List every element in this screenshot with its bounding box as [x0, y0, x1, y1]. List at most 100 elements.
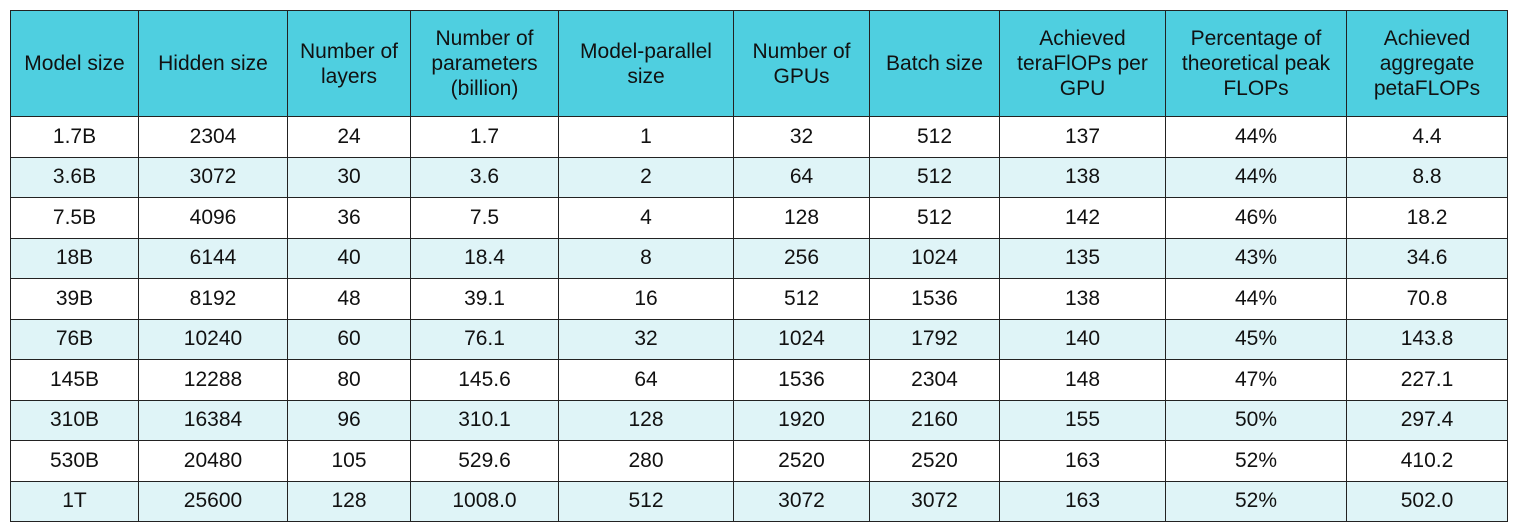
table-cell: 6144 [138, 237, 288, 279]
table-cell: 2160 [869, 399, 1000, 441]
table-row: 39B 8192 48 39.1 16 512 1536 138 44% 70.8 [10, 278, 1508, 320]
table-cell: 8.8 [1346, 156, 1508, 198]
table-cell: 1024 [733, 318, 870, 360]
table-cell: 512 [869, 156, 1000, 198]
header-cell: Achieved aggregate petaFLOPs [1346, 10, 1508, 117]
table-cell: 148 [999, 359, 1166, 401]
table-cell: 310B [10, 399, 139, 441]
table-row: 1T 25600 128 1008.0 512 3072 3072 163 52% 502.0 [10, 480, 1508, 522]
table-cell: 34.6 [1346, 237, 1508, 279]
header-cell: Hidden size [138, 10, 288, 117]
table-cell: 135 [999, 237, 1166, 279]
table-cell: 20480 [138, 440, 288, 482]
table-cell: 137 [999, 116, 1166, 158]
table-cell: 3072 [869, 480, 1000, 522]
table-cell: 50% [1165, 399, 1347, 441]
table-cell: 43% [1165, 237, 1347, 279]
table-cell: 2304 [138, 116, 288, 158]
table-cell: 18.2 [1346, 197, 1508, 239]
table-row: 1.7B 2304 24 1.7 1 32 512 137 44% 4.4 [10, 116, 1508, 158]
table-cell: 3072 [138, 156, 288, 198]
table-row: 145B 12288 80 145.6 64 1536 2304 148 47% 227.1 [10, 359, 1508, 401]
table-cell: 1008.0 [410, 480, 559, 522]
table-cell: 1792 [869, 318, 1000, 360]
table-cell: 64 [733, 156, 870, 198]
table-cell: 163 [999, 440, 1166, 482]
table-cell: 1.7B [10, 116, 139, 158]
table-cell: 7.5B [10, 197, 139, 239]
table-cell: 128 [287, 480, 411, 522]
header-cell: Number of GPUs [733, 10, 870, 117]
table-cell: 4.4 [1346, 116, 1508, 158]
table-cell: 1 [558, 116, 734, 158]
table-cell: 2520 [869, 440, 1000, 482]
table-row: 310B 16384 96 310.1 128 1920 2160 155 50% 297.4 [10, 399, 1508, 441]
table-cell: 256 [733, 237, 870, 279]
table-cell: 70.8 [1346, 278, 1508, 320]
table-cell: 3.6 [410, 156, 559, 198]
table-cell: 529.6 [410, 440, 559, 482]
table-cell: 76B [10, 318, 139, 360]
table-cell: 32 [558, 318, 734, 360]
table-cell: 52% [1165, 480, 1347, 522]
table-cell: 44% [1165, 116, 1347, 158]
table-cell: 16384 [138, 399, 288, 441]
table-cell: 105 [287, 440, 411, 482]
table-cell: 512 [733, 278, 870, 320]
table-cell: 7.5 [410, 197, 559, 239]
table-cell: 1920 [733, 399, 870, 441]
table-cell: 143.8 [1346, 318, 1508, 360]
table-cell: 24 [287, 116, 411, 158]
table-cell: 47% [1165, 359, 1347, 401]
table-cell: 410.2 [1346, 440, 1508, 482]
table-cell: 44% [1165, 156, 1347, 198]
header-cell: Number of layers [287, 10, 411, 117]
table-cell: 3072 [733, 480, 870, 522]
table-cell: 2520 [733, 440, 870, 482]
table-cell: 60 [287, 318, 411, 360]
table-cell: 138 [999, 156, 1166, 198]
table-cell: 44% [1165, 278, 1347, 320]
table: Model size Hidden size Number of layers Num… [10, 10, 1508, 522]
header-row: Model size Hidden size Number of layers Num… [10, 10, 1508, 117]
table-container: Model size Hidden size Number of layers Num… [10, 10, 1508, 522]
table-cell: 1.7 [410, 116, 559, 158]
table-cell: 96 [287, 399, 411, 441]
table-cell: 10240 [138, 318, 288, 360]
table-cell: 8 [558, 237, 734, 279]
table-row: 76B 10240 60 76.1 32 1024 1792 140 45% 143.8 [10, 318, 1508, 360]
table-cell: 80 [287, 359, 411, 401]
table-cell: 16 [558, 278, 734, 320]
table-cell: 138 [999, 278, 1166, 320]
table-cell: 145B [10, 359, 139, 401]
table-cell: 30 [287, 156, 411, 198]
table-cell: 128 [558, 399, 734, 441]
table-cell: 1024 [869, 237, 1000, 279]
table-cell: 3.6B [10, 156, 139, 198]
table-cell: 297.4 [1346, 399, 1508, 441]
table-cell: 128 [733, 197, 870, 239]
header-cell: Achieved teraFlOPs per GPU [999, 10, 1166, 117]
table-cell: 18B [10, 237, 139, 279]
table-cell: 280 [558, 440, 734, 482]
table-cell: 1536 [869, 278, 1000, 320]
table-row: 530B 20480 105 529.6 280 2520 2520 163 52% 410.2 [10, 440, 1508, 482]
table-row: 3.6B 3072 30 3.6 2 64 512 138 44% 8.8 [10, 156, 1508, 198]
table-cell: 530B [10, 440, 139, 482]
header-cell: Model size [10, 10, 139, 117]
table-cell: 155 [999, 399, 1166, 441]
table-cell: 36 [287, 197, 411, 239]
table-cell: 1536 [733, 359, 870, 401]
header-cell: Number of parameters (billion) [410, 10, 559, 117]
table-cell: 145.6 [410, 359, 559, 401]
table-row: 18B 6144 40 18.4 8 256 1024 135 43% 34.6 [10, 237, 1508, 279]
table-cell: 39.1 [410, 278, 559, 320]
table-cell: 18.4 [410, 237, 559, 279]
table-cell: 310.1 [410, 399, 559, 441]
table-cell: 46% [1165, 197, 1347, 239]
header-cell: Batch size [869, 10, 1000, 117]
table-cell: 4 [558, 197, 734, 239]
table-cell: 48 [287, 278, 411, 320]
table-cell: 64 [558, 359, 734, 401]
